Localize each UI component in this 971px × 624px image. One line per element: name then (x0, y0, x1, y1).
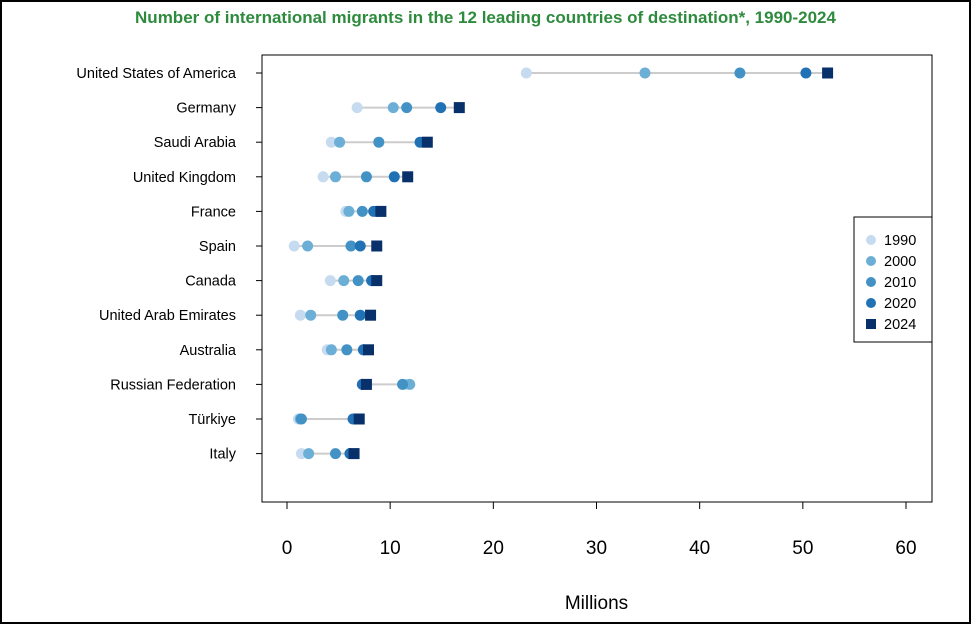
data-point-1990 (351, 102, 363, 114)
data-point-2010 (360, 171, 372, 183)
data-point-2000 (387, 102, 399, 114)
data-point-2024 (365, 309, 377, 321)
legend-label: 2000 (884, 254, 916, 270)
y-tick-label: Germany (176, 101, 236, 117)
data-point-1990 (324, 275, 336, 287)
y-tick-label: Saudi Arabia (154, 135, 237, 151)
y-tick-label: Australia (180, 343, 237, 359)
data-point-2000 (325, 344, 337, 356)
data-point-2024 (353, 413, 365, 425)
data-point-1990 (294, 309, 306, 321)
data-point-2010 (329, 448, 341, 460)
data-point-2024 (363, 344, 375, 356)
y-tick-label: Spain (199, 239, 236, 255)
y-tick-label: Italy (209, 447, 236, 463)
data-point-2024 (375, 205, 387, 217)
data-point-1990 (325, 136, 337, 148)
data-point-2020 (354, 309, 366, 321)
legend-marker-2020 (866, 298, 876, 308)
y-tick-label: France (191, 204, 236, 220)
data-point-2000 (343, 205, 355, 217)
data-point-2000 (303, 448, 315, 460)
legend-label: 2020 (884, 296, 916, 312)
data-point-2000 (639, 67, 651, 79)
legend-label: 2024 (884, 317, 916, 333)
x-tick-label: 30 (586, 538, 607, 559)
data-point-1990 (288, 240, 300, 252)
data-point-2010 (295, 413, 307, 425)
x-tick-label: 40 (689, 538, 710, 559)
data-point-2024 (371, 240, 383, 252)
x-tick-label: 60 (895, 538, 916, 559)
legend-marker-1990 (866, 235, 876, 245)
data-point-2010 (734, 67, 746, 79)
legend-marker-2024 (866, 319, 876, 329)
y-tick-label: United States of America (76, 66, 237, 82)
data-point-2010 (345, 240, 357, 252)
y-tick-label: Canada (185, 274, 237, 290)
y-tick-label: United Arab Emirates (99, 308, 236, 324)
data-point-2024 (348, 448, 360, 460)
y-tick-label: Russian Federation (110, 377, 236, 393)
data-point-2024 (402, 171, 414, 183)
data-point-1990 (317, 171, 329, 183)
data-point-2010 (337, 309, 349, 321)
data-point-2010 (397, 378, 409, 390)
data-point-1990 (520, 67, 532, 79)
x-tick-label: 20 (483, 538, 504, 559)
data-point-2024 (421, 136, 433, 148)
legend-marker-2010 (866, 277, 876, 287)
data-point-2020 (388, 171, 400, 183)
x-tick-label: 0 (282, 538, 293, 559)
legend-label: 1990 (884, 233, 916, 249)
data-point-2010 (352, 275, 364, 287)
data-point-2000 (334, 136, 346, 148)
data-point-2000 (305, 309, 317, 321)
data-point-2024 (822, 67, 834, 79)
chart-title: Number of international migrants in the … (135, 8, 836, 27)
data-point-2020 (354, 240, 366, 252)
data-point-2024 (453, 102, 465, 114)
legend-marker-2000 (866, 256, 876, 266)
x-tick-label: 50 (792, 538, 813, 559)
x-axis-label: Millions (565, 593, 628, 614)
data-point-2010 (356, 205, 368, 217)
data-point-2010 (401, 102, 413, 114)
data-point-2010 (373, 136, 385, 148)
data-point-2000 (338, 275, 350, 287)
data-point-2000 (329, 171, 341, 183)
data-point-2024 (360, 378, 372, 390)
x-tick-label: 10 (380, 538, 401, 559)
data-point-2024 (371, 275, 383, 287)
data-point-2020 (435, 102, 447, 114)
y-tick-label: United Kingdom (133, 170, 236, 186)
y-tick-label: Türkiye (188, 412, 236, 428)
data-point-2000 (302, 240, 314, 252)
data-point-2010 (341, 344, 353, 356)
data-point-2020 (800, 67, 812, 79)
legend-label: 2010 (884, 275, 916, 291)
